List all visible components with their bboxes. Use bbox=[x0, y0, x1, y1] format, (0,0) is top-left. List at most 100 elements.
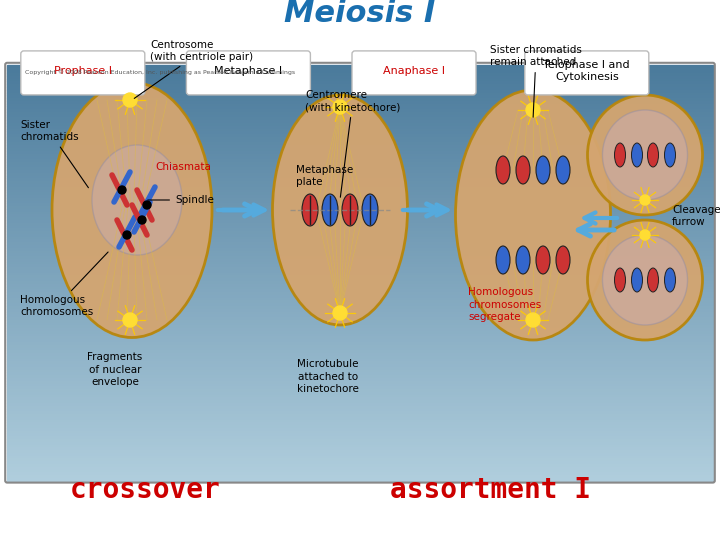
Bar bbox=[7, 409, 713, 411]
Ellipse shape bbox=[536, 246, 550, 274]
Bar bbox=[7, 267, 713, 270]
Bar bbox=[7, 345, 713, 348]
Bar bbox=[7, 464, 713, 467]
Bar bbox=[7, 317, 713, 320]
Bar bbox=[7, 248, 713, 251]
Bar bbox=[7, 434, 713, 436]
Text: assortment I: assortment I bbox=[390, 476, 590, 504]
Bar bbox=[7, 245, 713, 248]
Circle shape bbox=[118, 186, 126, 194]
Ellipse shape bbox=[496, 156, 510, 184]
Bar bbox=[7, 472, 713, 475]
Text: Centrosome
(with centriole pair): Centrosome (with centriole pair) bbox=[134, 40, 253, 98]
Bar bbox=[7, 456, 713, 458]
Bar bbox=[7, 104, 713, 106]
Text: Spindle: Spindle bbox=[148, 195, 214, 205]
Text: Prophase I: Prophase I bbox=[54, 66, 112, 76]
Bar bbox=[7, 192, 713, 195]
Bar bbox=[7, 478, 713, 481]
Bar bbox=[7, 450, 713, 453]
Circle shape bbox=[138, 216, 146, 224]
Bar bbox=[7, 320, 713, 322]
Bar bbox=[7, 331, 713, 334]
Circle shape bbox=[526, 103, 540, 117]
Text: Microtubule
attached to
kinetochore: Microtubule attached to kinetochore bbox=[297, 359, 359, 394]
Bar bbox=[7, 270, 713, 273]
Bar bbox=[7, 326, 713, 328]
Text: Sister
chromatids: Sister chromatids bbox=[20, 120, 89, 188]
Circle shape bbox=[123, 231, 131, 239]
Circle shape bbox=[123, 93, 137, 107]
Ellipse shape bbox=[665, 143, 675, 167]
Text: Metaphase I: Metaphase I bbox=[215, 66, 282, 76]
Bar bbox=[7, 143, 713, 145]
Bar bbox=[7, 195, 713, 198]
Text: Metaphase
plate: Metaphase plate bbox=[296, 165, 354, 187]
Ellipse shape bbox=[496, 246, 510, 274]
Ellipse shape bbox=[647, 143, 659, 167]
Bar bbox=[7, 356, 713, 359]
Ellipse shape bbox=[92, 145, 182, 255]
Ellipse shape bbox=[556, 156, 570, 184]
Bar bbox=[7, 148, 713, 151]
Text: crossover: crossover bbox=[70, 476, 220, 504]
Bar bbox=[7, 214, 713, 217]
Bar bbox=[7, 220, 713, 223]
Bar bbox=[7, 184, 713, 187]
Bar bbox=[7, 261, 713, 265]
Bar bbox=[7, 469, 713, 472]
Bar bbox=[7, 114, 713, 118]
Ellipse shape bbox=[52, 83, 212, 338]
Bar bbox=[7, 309, 713, 312]
Text: Homologous
chromosomes: Homologous chromosomes bbox=[20, 252, 108, 317]
Text: Homologous
chromosomes
segregate: Homologous chromosomes segregate bbox=[468, 287, 541, 322]
Text: Centromere
(with kinetochore): Centromere (with kinetochore) bbox=[305, 90, 400, 197]
Bar bbox=[7, 109, 713, 112]
Bar bbox=[7, 389, 713, 392]
Text: Anaphase I: Anaphase I bbox=[383, 66, 445, 76]
Bar bbox=[7, 178, 713, 181]
Bar bbox=[7, 298, 713, 300]
Bar bbox=[7, 406, 713, 409]
Ellipse shape bbox=[302, 194, 318, 226]
Bar bbox=[7, 204, 713, 206]
Bar bbox=[7, 273, 713, 275]
Ellipse shape bbox=[588, 95, 703, 215]
Bar bbox=[7, 381, 713, 383]
Bar bbox=[7, 226, 713, 228]
FancyBboxPatch shape bbox=[525, 51, 649, 95]
Bar bbox=[7, 312, 713, 314]
Bar bbox=[7, 65, 713, 68]
Bar bbox=[7, 417, 713, 420]
Bar bbox=[7, 190, 713, 192]
Ellipse shape bbox=[614, 268, 626, 292]
Text: Copyright © 2008 Pearson Education, Inc. publishing as Pearson Benjamin Cummings: Copyright © 2008 Pearson Education, Inc.… bbox=[25, 69, 295, 75]
Bar bbox=[7, 259, 713, 261]
Bar bbox=[7, 278, 713, 281]
Circle shape bbox=[640, 230, 650, 240]
Bar bbox=[7, 159, 713, 162]
Bar bbox=[7, 106, 713, 109]
FancyBboxPatch shape bbox=[186, 51, 310, 95]
Bar bbox=[7, 322, 713, 326]
Bar bbox=[7, 300, 713, 303]
Bar bbox=[7, 181, 713, 184]
Bar bbox=[7, 328, 713, 331]
Ellipse shape bbox=[614, 143, 626, 167]
Bar bbox=[7, 90, 713, 92]
Bar bbox=[7, 392, 713, 395]
Bar bbox=[7, 123, 713, 126]
Bar bbox=[7, 87, 713, 90]
Ellipse shape bbox=[603, 110, 688, 200]
Bar bbox=[7, 364, 713, 367]
Bar bbox=[7, 120, 713, 123]
Bar bbox=[7, 187, 713, 190]
Bar bbox=[7, 306, 713, 309]
Bar bbox=[7, 373, 713, 375]
Bar bbox=[7, 134, 713, 137]
Ellipse shape bbox=[631, 268, 642, 292]
Bar bbox=[7, 98, 713, 101]
Bar bbox=[7, 287, 713, 289]
Bar bbox=[7, 447, 713, 450]
Bar bbox=[7, 212, 713, 214]
